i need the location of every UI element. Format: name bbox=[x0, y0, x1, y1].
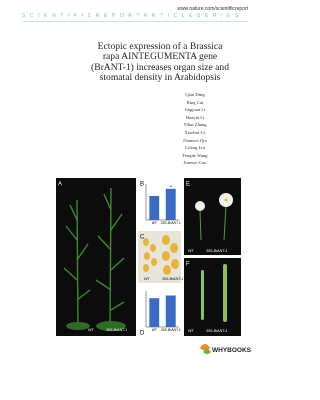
x-label: WT bbox=[152, 221, 158, 225]
significance: ** bbox=[169, 184, 173, 189]
page: www.nature.com/scientificreport SCIENTIF… bbox=[22, 6, 252, 354]
panel-label: C bbox=[140, 235, 145, 241]
bar bbox=[149, 298, 160, 327]
panel-label: B bbox=[140, 182, 144, 188]
panel-e-photo bbox=[184, 178, 241, 255]
author: Lifeng Liu bbox=[185, 145, 205, 151]
author: Qian Ding bbox=[185, 92, 205, 97]
rosette bbox=[66, 322, 90, 330]
panel-f-photo bbox=[184, 258, 241, 336]
genotype-label: 35S-BrANT-1 bbox=[206, 249, 227, 253]
genotype-label: 35S-BrANT-1 bbox=[162, 277, 183, 281]
panel-label: A bbox=[58, 182, 62, 188]
siliques bbox=[201, 264, 227, 322]
plants bbox=[63, 187, 125, 329]
x-label: 35S-BrANT-1 bbox=[161, 328, 181, 332]
title-line: rapa AINTEGUMENTA gene bbox=[102, 51, 218, 63]
title-line: (BrANT-1) increases organ size and bbox=[91, 61, 229, 73]
author: Fengde Wang bbox=[182, 152, 208, 158]
flowers bbox=[195, 193, 233, 241]
title: Ectopic expression of a Brassica rapa AIN… bbox=[80, 41, 240, 84]
seeds bbox=[143, 235, 179, 275]
url: www.nature.com/scientificreport bbox=[177, 6, 248, 12]
genotype-label: 35S-BrANT-1 bbox=[106, 328, 127, 332]
panel-label: E bbox=[186, 182, 190, 188]
panel-a-photo bbox=[56, 178, 136, 336]
title-line: Ectopic expression of a Brassica bbox=[97, 41, 223, 52]
x-label: WT bbox=[152, 328, 158, 332]
x-label: 35S-BrANT-1 bbox=[161, 221, 181, 225]
genotype-label: 35S-BrANT-1 bbox=[206, 329, 227, 333]
logo-leaf bbox=[200, 344, 210, 351]
title-line: stomatal density in Arabidopsis bbox=[99, 72, 221, 84]
genotype-label: WT bbox=[88, 328, 94, 332]
publisher: WHYBOOKS bbox=[212, 347, 252, 354]
bar bbox=[149, 196, 160, 220]
author: Bing Cui bbox=[186, 99, 204, 105]
author: Yihui Zhang bbox=[183, 122, 207, 128]
author: Huayin Li bbox=[185, 114, 205, 120]
genotype-label: WT bbox=[188, 249, 194, 253]
panel-label: F bbox=[186, 262, 190, 268]
genotype-label: WT bbox=[144, 277, 150, 281]
bar bbox=[165, 188, 176, 220]
authors: Qian Ding Bing Cui Jingjuan Li Huayin Li Yih… bbox=[170, 91, 220, 167]
rosette bbox=[96, 321, 126, 331]
author: Jingjuan Li bbox=[184, 107, 206, 113]
bar bbox=[165, 295, 176, 327]
logo-leaf bbox=[203, 349, 211, 354]
author: Xiaohui Lv bbox=[184, 129, 206, 135]
author: Nianwei Qiu bbox=[183, 137, 207, 143]
panel-label: D bbox=[140, 331, 145, 337]
series-name: SCIENTIFICREPORTARTICLESERIES bbox=[22, 13, 248, 22]
genotype-label: WT bbox=[188, 329, 194, 333]
author: Jianwei Gao bbox=[183, 160, 207, 166]
